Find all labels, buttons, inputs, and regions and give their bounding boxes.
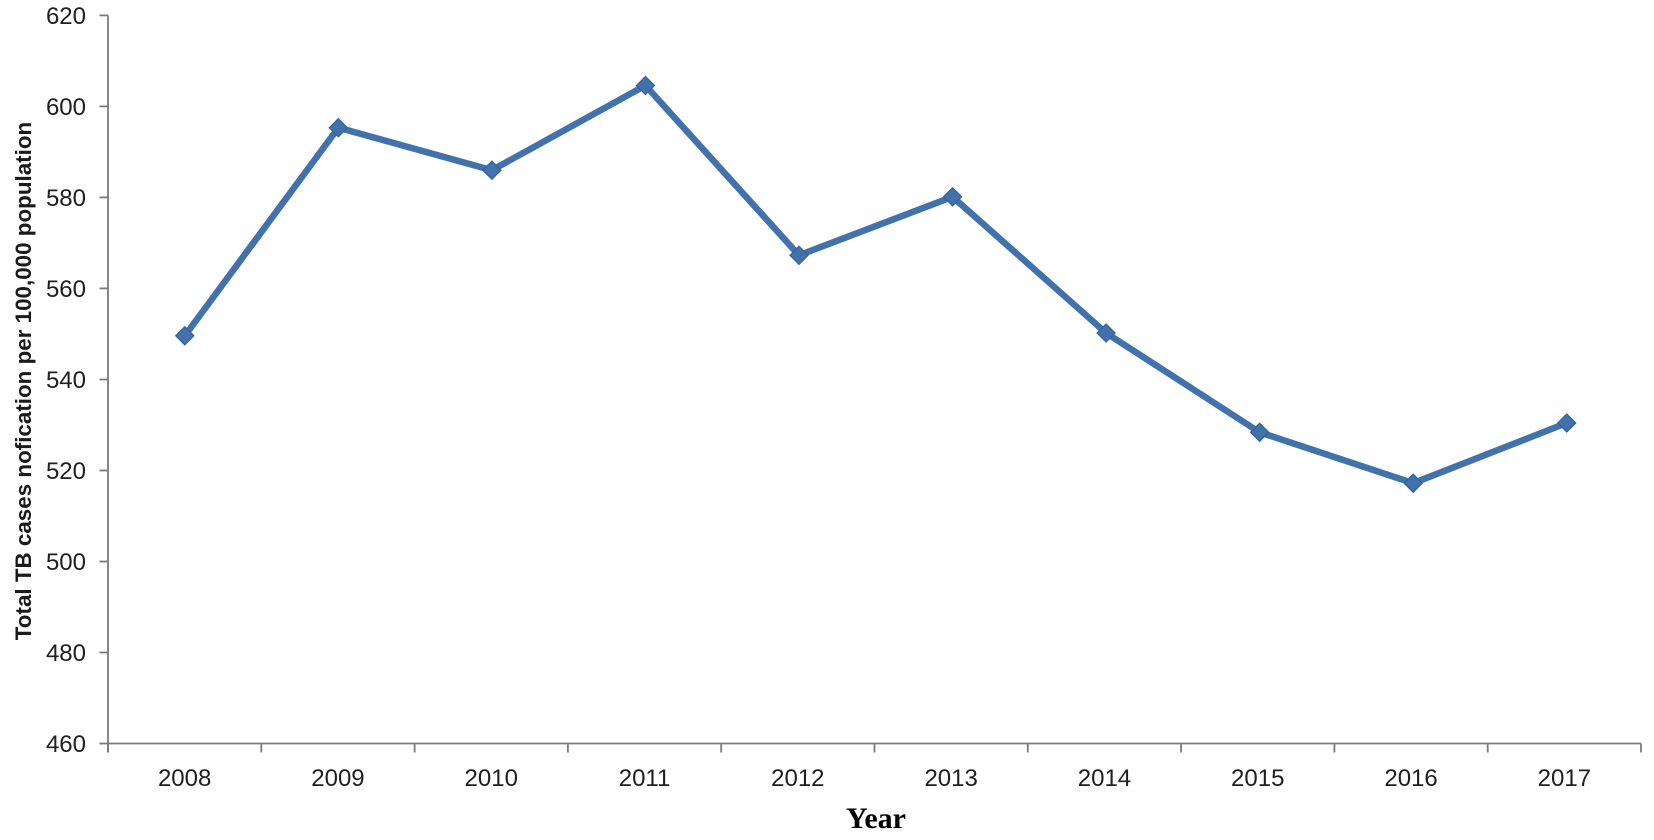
svg-text:2013: 2013	[924, 765, 977, 792]
svg-text:460: 460	[46, 731, 86, 758]
svg-text:2014: 2014	[1078, 765, 1131, 792]
svg-text:2015: 2015	[1231, 765, 1284, 792]
svg-text:2009: 2009	[311, 765, 364, 792]
svg-text:560: 560	[46, 276, 86, 303]
svg-text:Year: Year	[846, 802, 906, 835]
svg-text:520: 520	[46, 458, 86, 485]
svg-text:480: 480	[46, 640, 86, 667]
svg-text:2010: 2010	[465, 765, 518, 792]
svg-text:580: 580	[46, 185, 86, 212]
svg-text:500: 500	[46, 549, 86, 576]
svg-text:600: 600	[46, 94, 86, 121]
svg-text:Total TB cases nofication per: Total TB cases nofication per 100,000 po…	[11, 122, 36, 640]
svg-text:620: 620	[46, 3, 86, 30]
svg-text:2016: 2016	[1384, 765, 1437, 792]
svg-text:2017: 2017	[1538, 765, 1591, 792]
svg-text:540: 540	[46, 367, 86, 394]
svg-text:2008: 2008	[158, 765, 211, 792]
svg-text:2012: 2012	[771, 765, 824, 792]
svg-text:2011: 2011	[619, 765, 671, 792]
